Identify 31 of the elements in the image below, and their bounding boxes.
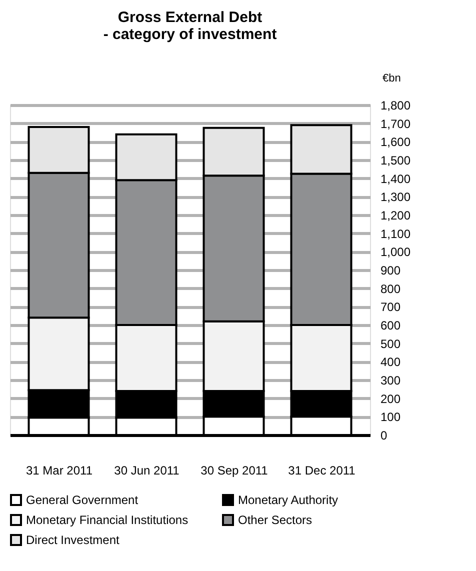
y-tick-label: 1,400 — [380, 172, 411, 186]
legend-label: General Government — [26, 493, 139, 507]
x-tick-label: 30 Sep 2011 — [200, 464, 268, 478]
y-tick-label: 800 — [380, 282, 401, 296]
y-tick-label: 300 — [380, 374, 401, 388]
y-tick-label: 1,600 — [380, 135, 411, 150]
y-tick-label: 0 — [380, 428, 388, 442]
x-tick-label: 31 Dec 2011 — [288, 464, 356, 478]
legend-label: Other Sectors — [238, 513, 312, 527]
y-tick-label: 900 — [380, 264, 401, 278]
y-axis-title: €bn — [382, 72, 401, 84]
y-tick-label: 1,300 — [380, 190, 411, 204]
legend-label: Direct Investment — [26, 533, 120, 547]
y-tick-label: 1,700 — [380, 116, 411, 131]
y-tick-label: 1,100 — [380, 226, 411, 241]
y-tick-label: 100 — [380, 410, 401, 424]
y-tick-label: 200 — [380, 392, 401, 406]
text: - category of investment — [103, 26, 277, 43]
text: Gross External Debt — [118, 9, 262, 26]
y-tick-label: 500 — [380, 336, 401, 351]
y-tick-label: 1,000 — [380, 245, 411, 260]
y-tick-label: 1,500 — [380, 154, 411, 168]
x-tick-label: 30 Jun 2011 — [114, 464, 180, 478]
y-tick-label: 600 — [380, 318, 401, 332]
legend-label: Monetary Financial Institutions — [26, 513, 188, 527]
y-tick-label: 400 — [380, 355, 401, 370]
x-tick-label: 31 Mar 2011 — [26, 464, 93, 478]
y-tick-label: 1,200 — [380, 208, 411, 222]
y-tick-label: 700 — [380, 300, 401, 314]
legend-label: Monetary Authority — [238, 493, 338, 507]
y-tick-label: 1,800 — [380, 98, 411, 112]
